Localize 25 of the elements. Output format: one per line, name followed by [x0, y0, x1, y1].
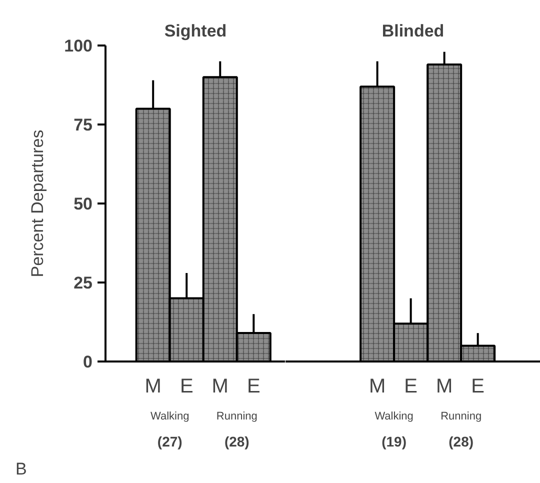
y-tick-label: 25: [74, 274, 93, 292]
text: Running: [216, 410, 258, 422]
x-tick-label: E: [404, 376, 418, 398]
chart-title: Sighted: [164, 22, 227, 40]
chart-title: Blinded: [382, 22, 444, 40]
text: (27): [157, 434, 182, 450]
text: (28): [448, 434, 474, 450]
x-tick-label: E: [246, 376, 260, 398]
text: Walking: [374, 410, 414, 422]
text: Walking: [150, 410, 190, 422]
x-tick-label: E: [180, 376, 194, 398]
x-tick-label: E: [471, 376, 485, 398]
x-tick-label: M: [144, 376, 162, 398]
y-tick-label: 50: [74, 194, 93, 214]
y-tick-label: 0: [83, 352, 93, 372]
x-tick-label: M: [212, 376, 228, 398]
x-tick-label: M: [368, 376, 386, 398]
y-tick-label: 75: [74, 116, 93, 134]
text: B: [16, 460, 27, 478]
text: (28): [224, 434, 250, 450]
text: Running: [440, 410, 482, 422]
y-tick-label: 100: [64, 36, 93, 56]
y-axis-title: Percent Departures: [28, 130, 48, 278]
text: (19): [382, 434, 407, 450]
x-tick-label: M: [436, 376, 453, 398]
